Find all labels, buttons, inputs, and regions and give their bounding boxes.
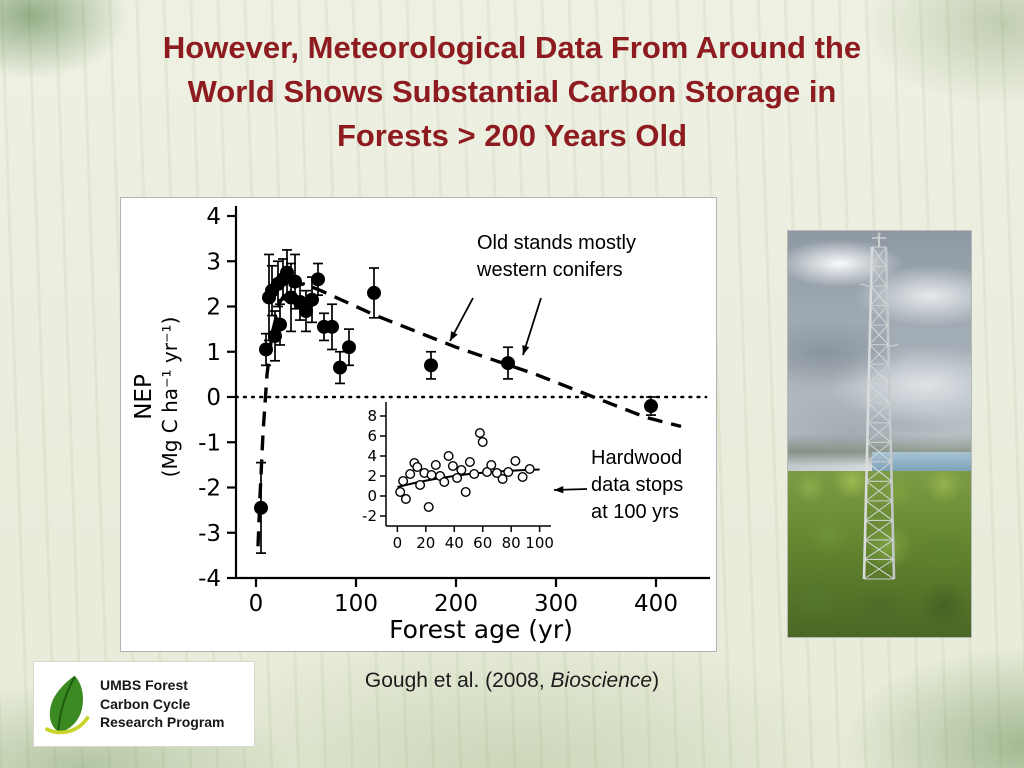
svg-text:3: 3 <box>206 249 221 275</box>
title-line-2: World Shows Substantial Carbon Storage i… <box>187 74 837 110</box>
svg-text:100: 100 <box>525 534 554 552</box>
citation: Gough et al. (2008, Bioscience) <box>252 669 772 693</box>
svg-text:(Mg C ha⁻¹ yr⁻¹): (Mg C ha⁻¹ yr⁻¹) <box>158 317 182 478</box>
svg-text:400: 400 <box>634 591 678 617</box>
svg-text:1: 1 <box>206 340 221 366</box>
svg-text:4: 4 <box>367 447 377 465</box>
annotation-line: western conifers <box>477 259 623 281</box>
svg-text:2: 2 <box>367 467 377 485</box>
svg-text:-2: -2 <box>362 507 377 525</box>
svg-text:-2: -2 <box>198 476 221 502</box>
logo-line-3: Research Program <box>100 714 225 731</box>
flux-tower-photo <box>787 230 972 638</box>
svg-text:20: 20 <box>416 534 435 552</box>
logo-line-1: UMBS Forest <box>100 677 188 694</box>
annotation-old-stands: Old stands mostly western conifers <box>477 230 692 284</box>
svg-text:4: 4 <box>206 204 221 230</box>
photo-water <box>872 452 971 471</box>
svg-text:0: 0 <box>249 591 264 617</box>
svg-text:100: 100 <box>334 591 378 617</box>
logo-text: UMBS Forest Carbon Cycle Research Progra… <box>100 676 225 731</box>
svg-text:2: 2 <box>206 295 221 321</box>
citation-journal: Bioscience <box>550 669 653 692</box>
leaf-icon <box>45 675 90 735</box>
umbs-logo: UMBS Forest Carbon Cycle Research Progra… <box>33 661 255 747</box>
svg-text:80: 80 <box>502 534 521 552</box>
title-line-3: Forests > 200 Years Old <box>336 118 688 154</box>
svg-text:-4: -4 <box>198 566 221 592</box>
annotation-line: Old stands mostly <box>477 232 636 254</box>
svg-text:-1: -1 <box>198 430 221 456</box>
svg-text:300: 300 <box>534 591 578 617</box>
citation-prefix: Gough et al. (2008, <box>364 669 551 692</box>
svg-text:NEP: NEP <box>131 374 157 420</box>
nep-chart-panel: 4 3 2 1 0 -1 -2 -3 -4 0 100 200 300 400 Forest age (yr… <box>120 197 717 652</box>
annotation-line: Hardwood <box>591 447 683 469</box>
photo-forest-canopy <box>788 470 971 637</box>
citation-suffix: ) <box>652 669 660 692</box>
svg-text:0: 0 <box>367 487 377 505</box>
svg-text:0: 0 <box>393 534 403 552</box>
slide-title: However, Meteorological Data From Around… <box>0 26 1024 158</box>
svg-text:60: 60 <box>473 534 492 552</box>
svg-text:40: 40 <box>445 534 464 552</box>
annotation-line: at 100 yrs <box>591 501 679 523</box>
logo-line-2: Carbon Cycle <box>100 695 191 712</box>
annotation-line: data stops <box>591 474 684 496</box>
svg-text:6: 6 <box>367 427 377 445</box>
svg-text:0: 0 <box>206 385 221 411</box>
title-line-1: However, Meteorological Data From Around… <box>162 30 862 65</box>
svg-text:Forest age (yr): Forest age (yr) <box>389 615 573 644</box>
met-tower-graphic <box>859 232 899 580</box>
svg-text:-3: -3 <box>198 521 221 547</box>
svg-text:200: 200 <box>434 591 478 617</box>
annotation-hardwood: Hardwood data stops at 100 yrs <box>591 445 721 526</box>
svg-text:8: 8 <box>367 407 377 425</box>
